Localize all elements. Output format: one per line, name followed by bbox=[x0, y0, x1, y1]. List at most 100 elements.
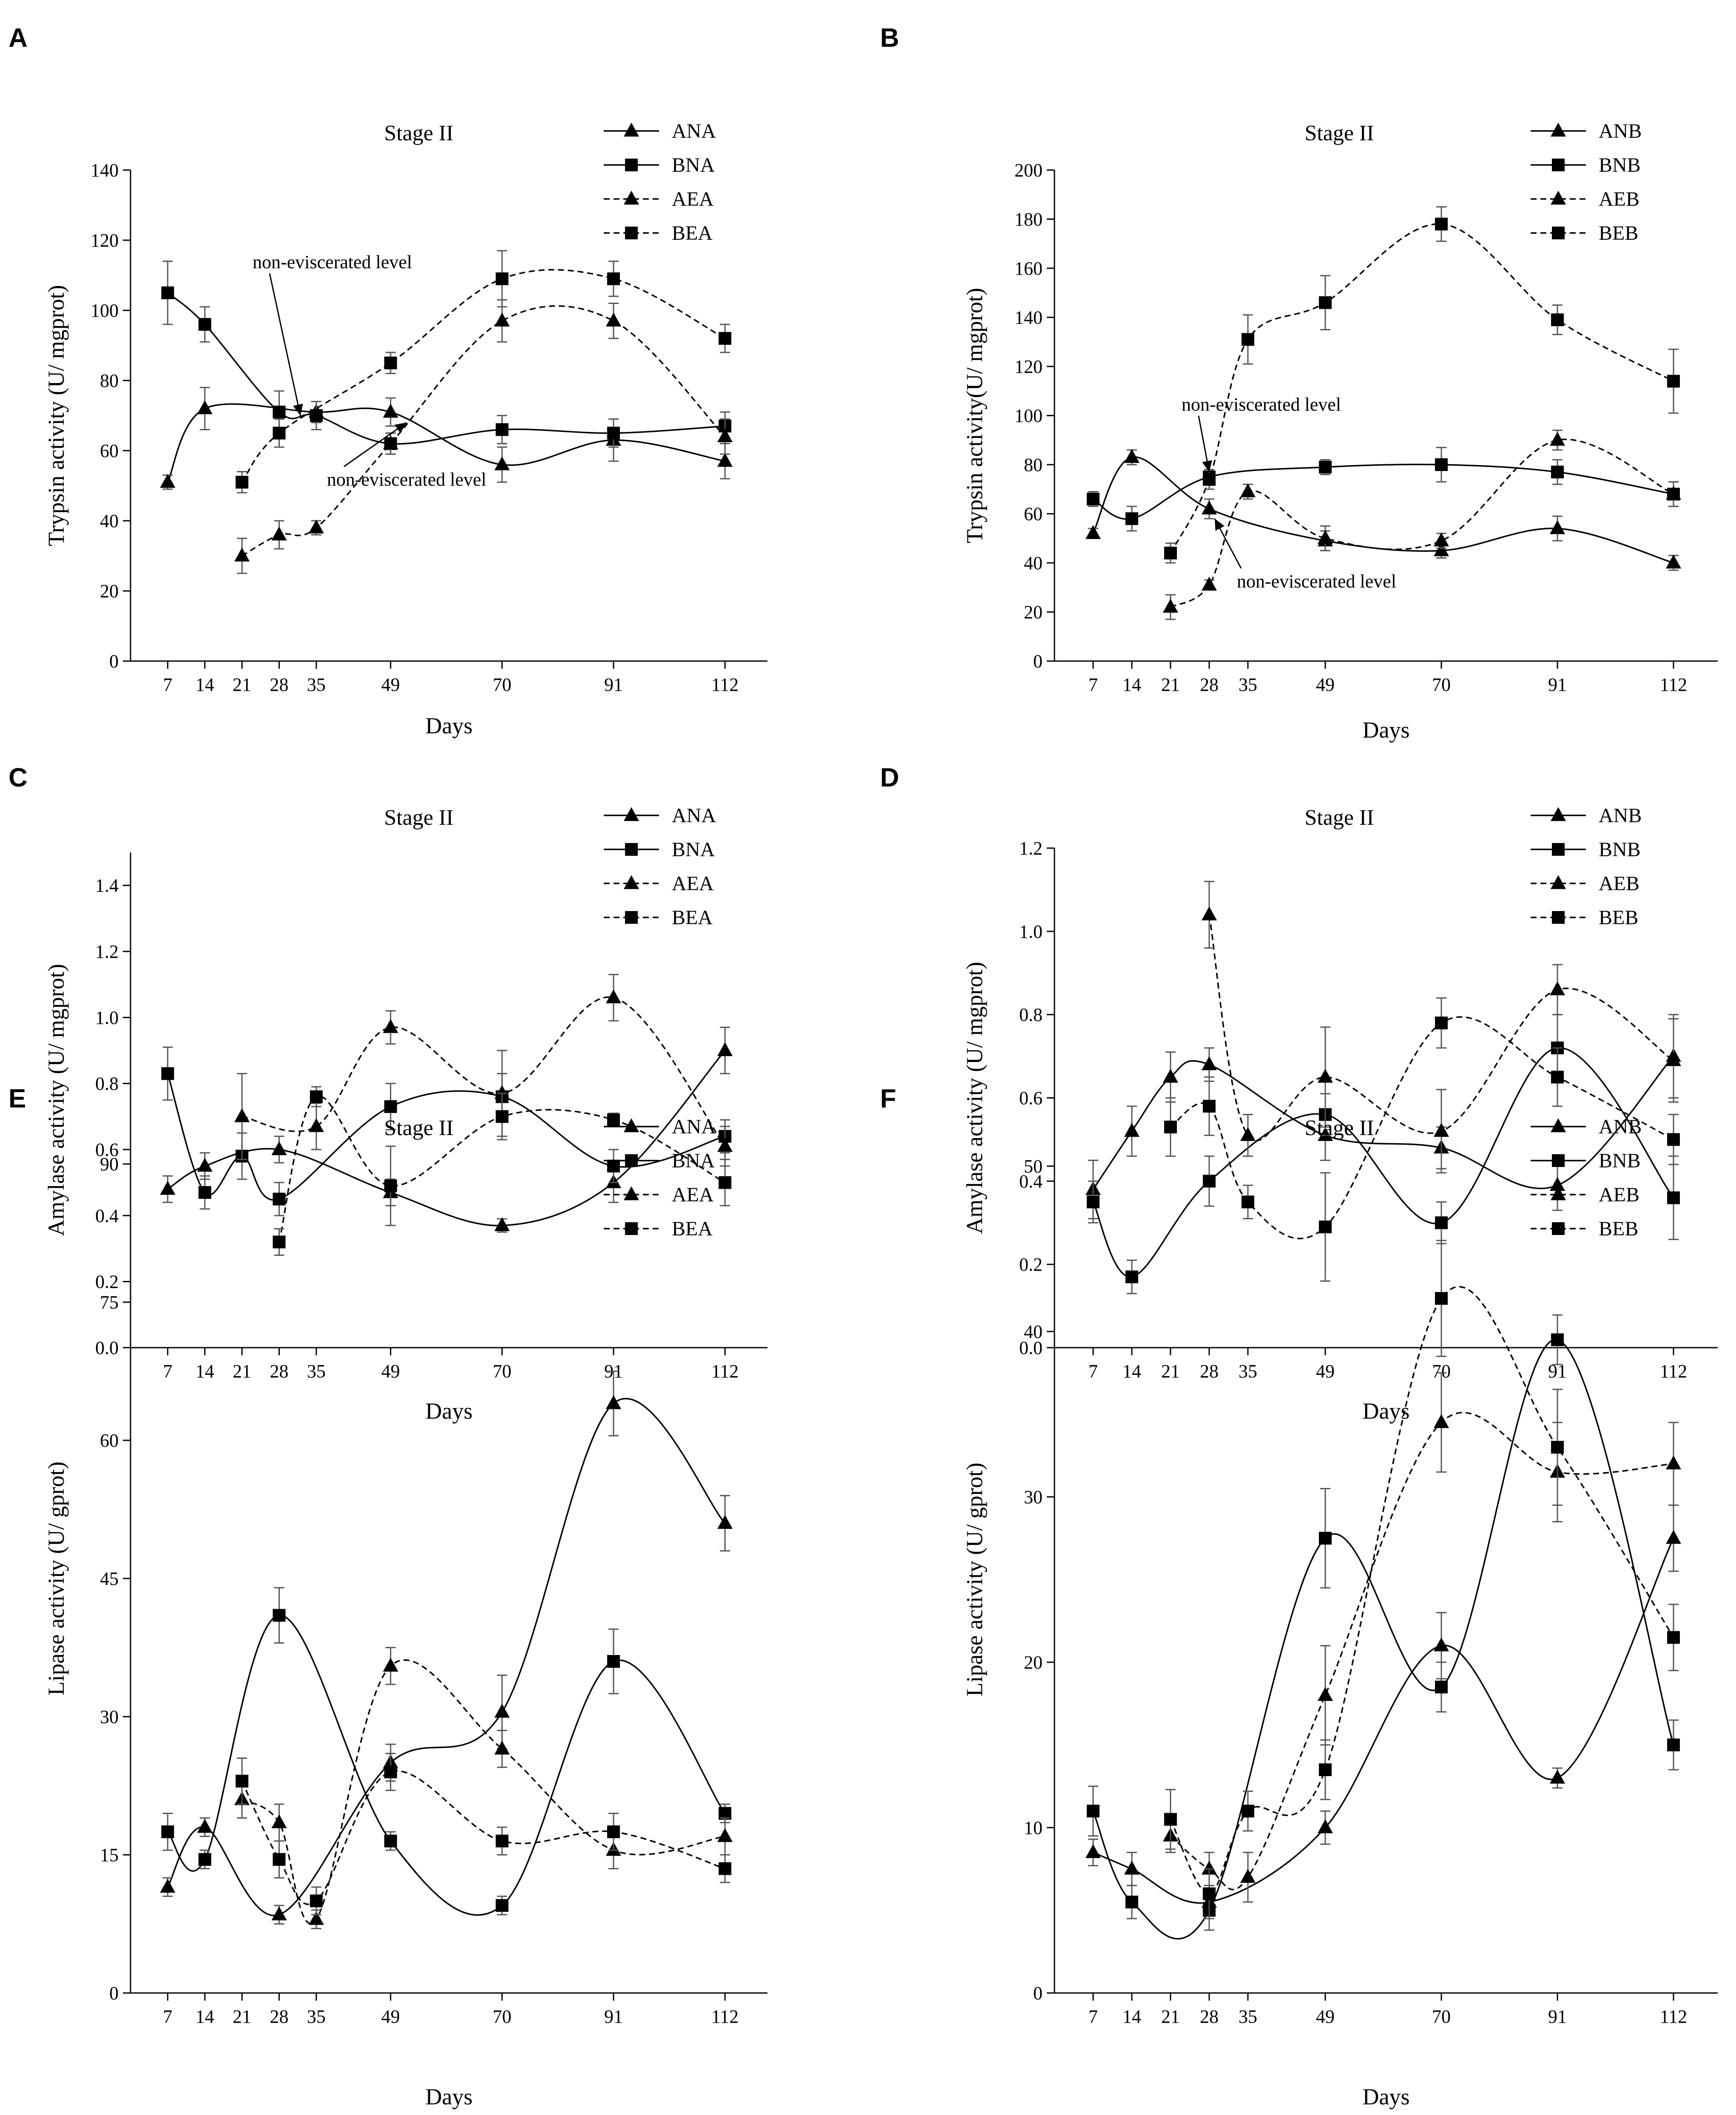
square-marker bbox=[1242, 1195, 1254, 1209]
y-axis-label: Trypsin activity (U/ mgprot) bbox=[43, 285, 69, 546]
square-marker bbox=[161, 1067, 174, 1080]
y-tick-label: 30 bbox=[100, 1706, 119, 1727]
x-tick-label: 35 bbox=[307, 1361, 326, 1382]
square-marker bbox=[1667, 1191, 1680, 1204]
triangle-marker bbox=[1124, 1123, 1139, 1137]
annotation-arrow-line bbox=[269, 273, 301, 416]
legend-item-aea: AEA bbox=[604, 188, 714, 210]
legend-label: AEA bbox=[672, 872, 714, 895]
series-bea bbox=[236, 1753, 732, 1916]
x-axis-label: Days bbox=[426, 713, 473, 738]
triangle-marker bbox=[1666, 554, 1681, 569]
series-line-anb bbox=[1092, 1056, 1674, 1190]
x-axis-label: Days bbox=[1363, 1398, 1410, 1424]
annotation-arrow-head bbox=[293, 403, 303, 416]
x-tick-label: 14 bbox=[1122, 1361, 1141, 1382]
x-tick-label: 7 bbox=[1088, 674, 1098, 695]
triangle-marker bbox=[383, 403, 398, 418]
y-tick-label: 120 bbox=[1014, 356, 1043, 377]
x-tick-label: 112 bbox=[1660, 674, 1687, 695]
triangle-marker bbox=[717, 453, 733, 467]
square-marker bbox=[384, 356, 397, 369]
legend-label: AEB bbox=[1599, 188, 1639, 210]
series-bea bbox=[236, 250, 732, 494]
series-beb bbox=[1164, 1240, 1680, 1919]
x-tick-label: 70 bbox=[1432, 674, 1451, 695]
annotation-arrow-head bbox=[394, 423, 407, 433]
x-tick-label: 91 bbox=[1548, 2006, 1567, 2027]
legend-item-aea: AEA bbox=[604, 1184, 714, 1206]
square-marker bbox=[625, 227, 638, 239]
legend-item-anb: ANB bbox=[1531, 804, 1642, 827]
legend-item-anb: ANB bbox=[1531, 1116, 1642, 1138]
x-tick-label: 49 bbox=[381, 2006, 400, 2027]
triangle-marker bbox=[1666, 1455, 1681, 1470]
triangle-marker bbox=[1240, 1127, 1256, 1141]
triangle-marker bbox=[1318, 1069, 1333, 1083]
triangle-marker bbox=[1666, 1530, 1681, 1544]
square-marker bbox=[607, 1825, 620, 1838]
square-marker bbox=[1552, 227, 1565, 239]
triangle-marker bbox=[383, 1019, 398, 1033]
square-marker bbox=[495, 1899, 509, 1912]
square-marker bbox=[1435, 1016, 1448, 1030]
x-tick-label: 112 bbox=[711, 674, 739, 695]
x-tick-label: 21 bbox=[1161, 2006, 1180, 2027]
triangle-marker bbox=[160, 1879, 176, 1893]
square-marker bbox=[1125, 1270, 1138, 1283]
x-axis-label: Days bbox=[426, 1398, 473, 1424]
y-tick-label: 20 bbox=[1024, 602, 1043, 623]
x-tick-label: 91 bbox=[604, 674, 623, 695]
square-marker bbox=[495, 272, 509, 285]
panel-letter: E bbox=[9, 1084, 26, 1113]
y-tick-label: 0.4 bbox=[95, 1205, 119, 1226]
chart-title: Stage II bbox=[1304, 1116, 1374, 1140]
triangle-marker bbox=[1240, 1869, 1256, 1883]
square-marker bbox=[198, 1853, 211, 1866]
square-marker bbox=[607, 1655, 620, 1668]
triangle-marker bbox=[494, 456, 510, 471]
x-axis-label: Days bbox=[1363, 2084, 1410, 2109]
x-tick-label: 21 bbox=[233, 1361, 251, 1382]
triangle-marker bbox=[717, 1042, 733, 1056]
x-tick-label: 35 bbox=[307, 674, 326, 695]
legend-label: ANA bbox=[672, 1116, 716, 1138]
triangle-marker bbox=[197, 1819, 213, 1833]
y-tick-label: 0.0 bbox=[1019, 1337, 1043, 1358]
triangle-marker bbox=[717, 428, 733, 443]
legend-label: ANB bbox=[1599, 120, 1642, 142]
legend-item-anb: ANB bbox=[1531, 120, 1642, 142]
square-marker bbox=[198, 318, 211, 331]
y-tick-label: 0.8 bbox=[1019, 1005, 1043, 1025]
triangle-marker bbox=[1434, 1637, 1449, 1652]
triangle-marker bbox=[1550, 1177, 1565, 1191]
series-line-bea bbox=[278, 1095, 725, 1242]
legend-item-beb: BEB bbox=[1531, 222, 1638, 244]
y-tick-label: 100 bbox=[91, 300, 119, 321]
legend-label: BEB bbox=[1599, 222, 1638, 244]
x-tick-label: 21 bbox=[1161, 1361, 1180, 1382]
chart-panel-b: B 0 20 40 60 80 100 120 140 160 180 200 7 14 21 28 35 49 7… bbox=[880, 23, 1718, 743]
legend-item-aeb: AEB bbox=[1531, 188, 1639, 210]
square-marker bbox=[384, 1834, 397, 1848]
annotation: non-eviscerated level bbox=[253, 252, 412, 416]
legend-label: AEB bbox=[1599, 872, 1639, 895]
triangle-marker bbox=[1551, 190, 1566, 205]
y-tick-label: 50 bbox=[1024, 1156, 1043, 1177]
square-marker bbox=[1551, 1441, 1564, 1454]
legend-label: BEA bbox=[672, 222, 713, 244]
legend-label: BEB bbox=[1599, 906, 1638, 929]
series-line-bna bbox=[167, 1614, 726, 1916]
series-line-bnb bbox=[1093, 463, 1674, 520]
series-aea bbox=[234, 1647, 733, 1929]
y-tick-label: 60 bbox=[100, 1430, 119, 1451]
x-tick-label: 28 bbox=[270, 1361, 289, 1382]
square-marker bbox=[625, 1222, 638, 1235]
y-tick-label: 0.6 bbox=[1019, 1088, 1043, 1109]
series-bna bbox=[161, 261, 732, 455]
square-marker bbox=[1552, 159, 1565, 171]
square-marker bbox=[1203, 1887, 1216, 1900]
y-axis-label: Lipase activity (U/ gprot) bbox=[43, 1462, 69, 1695]
triangle-marker bbox=[1551, 875, 1566, 889]
